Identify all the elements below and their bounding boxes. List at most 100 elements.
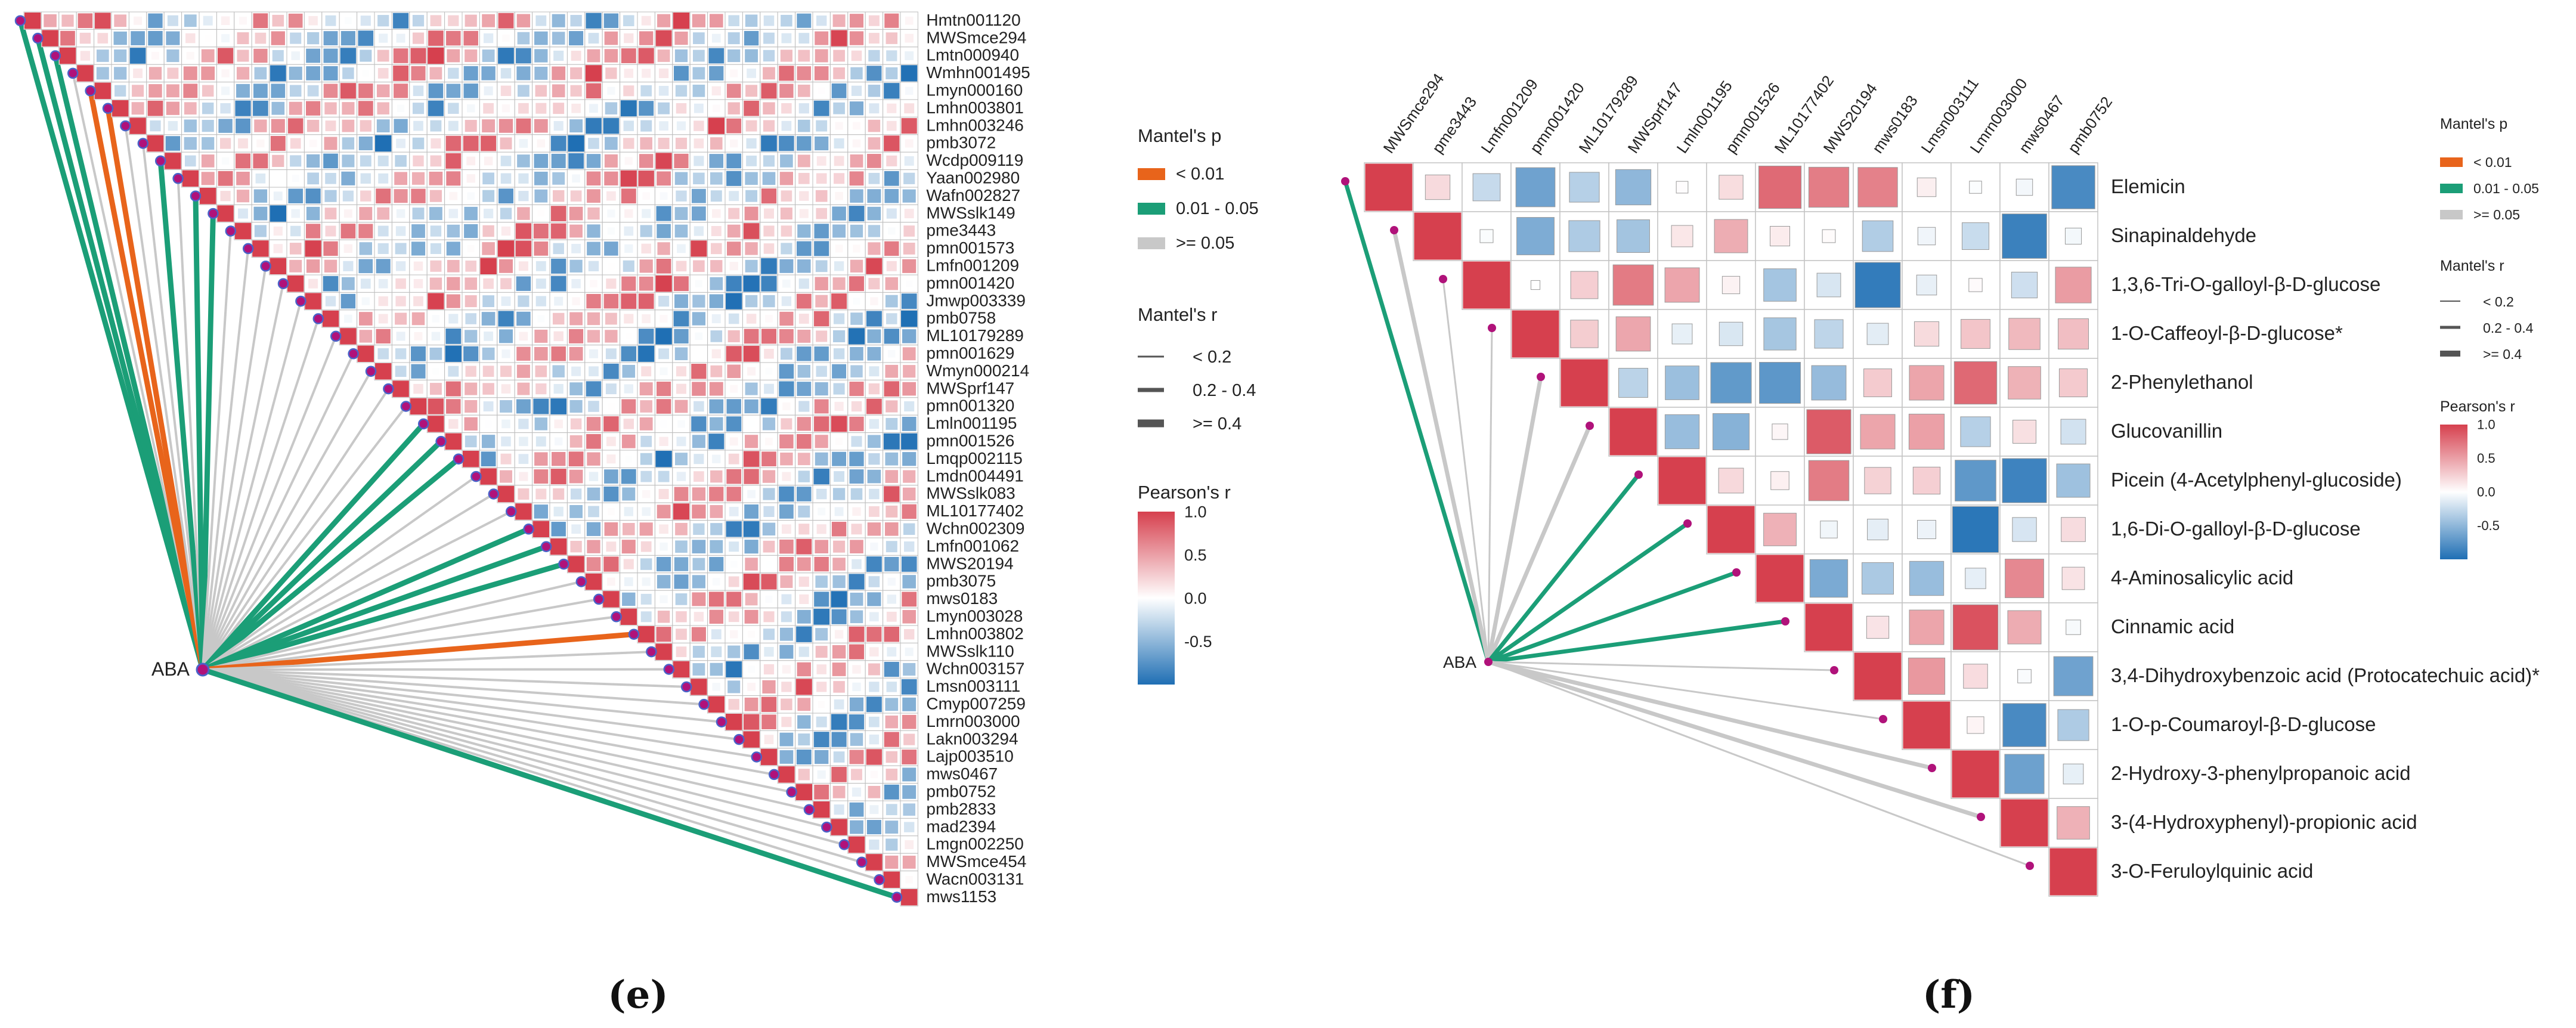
corr-cell-f	[2066, 620, 2081, 635]
corr-cell	[727, 49, 741, 63]
corr-cell	[743, 521, 760, 537]
variable-label-e: Wchn002309	[926, 519, 1024, 538]
corr-cell-f	[1516, 217, 1555, 255]
corr-cell-frame	[654, 82, 673, 100]
corr-cell	[430, 260, 442, 272]
corr-cell	[904, 156, 914, 166]
source-node-e	[196, 662, 210, 677]
corr-cell	[186, 51, 194, 60]
corr-cell-f	[1710, 362, 1752, 404]
corr-cell	[748, 420, 755, 428]
corr-cell-f	[1772, 423, 1788, 440]
corr-cell	[362, 70, 369, 77]
corr-cell	[465, 277, 478, 290]
corr-cell	[624, 507, 633, 516]
corr-cell	[886, 769, 898, 781]
corr-cell	[626, 333, 632, 340]
corr-cell-frame	[409, 29, 428, 48]
corr-cell	[463, 83, 478, 98]
corr-cell	[270, 136, 286, 151]
corr-cell	[832, 224, 846, 238]
corr-cell	[623, 15, 634, 26]
legend-f-r-label-mid: 0.2 - 0.4	[2483, 320, 2534, 336]
legend-mantel-r-title: Mantel's r	[1138, 304, 1217, 325]
link-endpoint-f	[1439, 275, 1447, 283]
corr-cell	[867, 522, 881, 536]
corr-cell	[640, 470, 652, 482]
corr-cell-f	[1713, 413, 1750, 450]
corr-cell	[428, 83, 444, 98]
corr-cell	[726, 416, 742, 432]
corr-cell	[463, 66, 478, 80]
variable-label-e: pmb3075	[926, 572, 996, 590]
corr-cell	[588, 506, 599, 518]
corr-cell	[850, 224, 863, 238]
corr-cell	[500, 470, 512, 483]
corr-cell	[884, 486, 900, 502]
corr-cell	[624, 69, 634, 78]
corr-cell	[290, 32, 302, 44]
corr-cell	[482, 242, 495, 255]
corr-cell	[289, 101, 302, 115]
variable-label-e: Hmtn001120	[926, 11, 1020, 29]
variable-label-e: Wmyn000214	[926, 361, 1029, 380]
corr-cell	[902, 504, 917, 519]
corr-cell	[850, 365, 863, 377]
row-label-f: 4-Aminosalicylic acid	[2111, 566, 2293, 589]
corr-cell	[607, 507, 615, 515]
corr-cell-f	[1515, 167, 1556, 208]
corr-cell	[779, 381, 794, 397]
corr-cell	[430, 120, 442, 132]
corr-cell	[501, 226, 511, 236]
corr-cell	[428, 30, 444, 46]
corr-cell	[763, 295, 775, 308]
corr-cell	[832, 451, 847, 466]
legend-f-pearson-ticks: 1.00.50.0-0.5	[2467, 417, 2500, 533]
corr-cell	[743, 451, 760, 467]
mantel-link-e	[202, 668, 792, 794]
corr-cell	[813, 732, 829, 748]
corr-cell	[255, 173, 266, 184]
corr-cell	[535, 365, 547, 377]
corr-cell	[271, 119, 285, 133]
corr-cell-f	[2001, 799, 2048, 847]
corr-cell	[570, 15, 582, 27]
corr-cell	[708, 592, 724, 607]
link-endpoint-e	[716, 716, 727, 727]
corr-cell	[587, 312, 600, 326]
corr-cell	[568, 556, 584, 572]
corr-cell	[886, 505, 898, 518]
corr-cell	[413, 278, 423, 289]
corr-cell	[885, 716, 898, 729]
corr-cell	[253, 189, 268, 203]
corr-cell-f	[1917, 227, 1936, 246]
corr-cell	[869, 805, 879, 815]
chart-f: ElemicinMWSmce294Sinapinaldehydepme34431…	[1341, 70, 2540, 897]
corr-cell	[815, 435, 828, 448]
corr-cell	[341, 171, 355, 185]
corr-cell	[780, 154, 793, 168]
corr-cell	[94, 82, 111, 99]
corr-cell	[309, 140, 317, 147]
corr-cell	[394, 119, 408, 133]
corr-cell	[481, 451, 496, 467]
corr-cell	[866, 820, 881, 835]
corr-cell	[796, 241, 812, 256]
corr-cell	[850, 67, 863, 80]
corr-cell	[253, 206, 268, 221]
corr-cell	[605, 383, 617, 395]
corr-cell	[692, 295, 705, 308]
corr-cell	[237, 49, 249, 62]
corr-cell	[553, 103, 565, 114]
corr-cell	[358, 83, 373, 98]
link-endpoint-e	[154, 155, 166, 167]
corr-cell	[256, 139, 265, 148]
corr-cell	[884, 732, 899, 747]
corr-cell	[675, 85, 688, 97]
corr-cell	[605, 312, 617, 325]
link-endpoint-e	[348, 348, 359, 360]
corr-cell	[709, 154, 724, 168]
corr-cell	[901, 118, 917, 134]
corr-cell	[903, 172, 915, 184]
